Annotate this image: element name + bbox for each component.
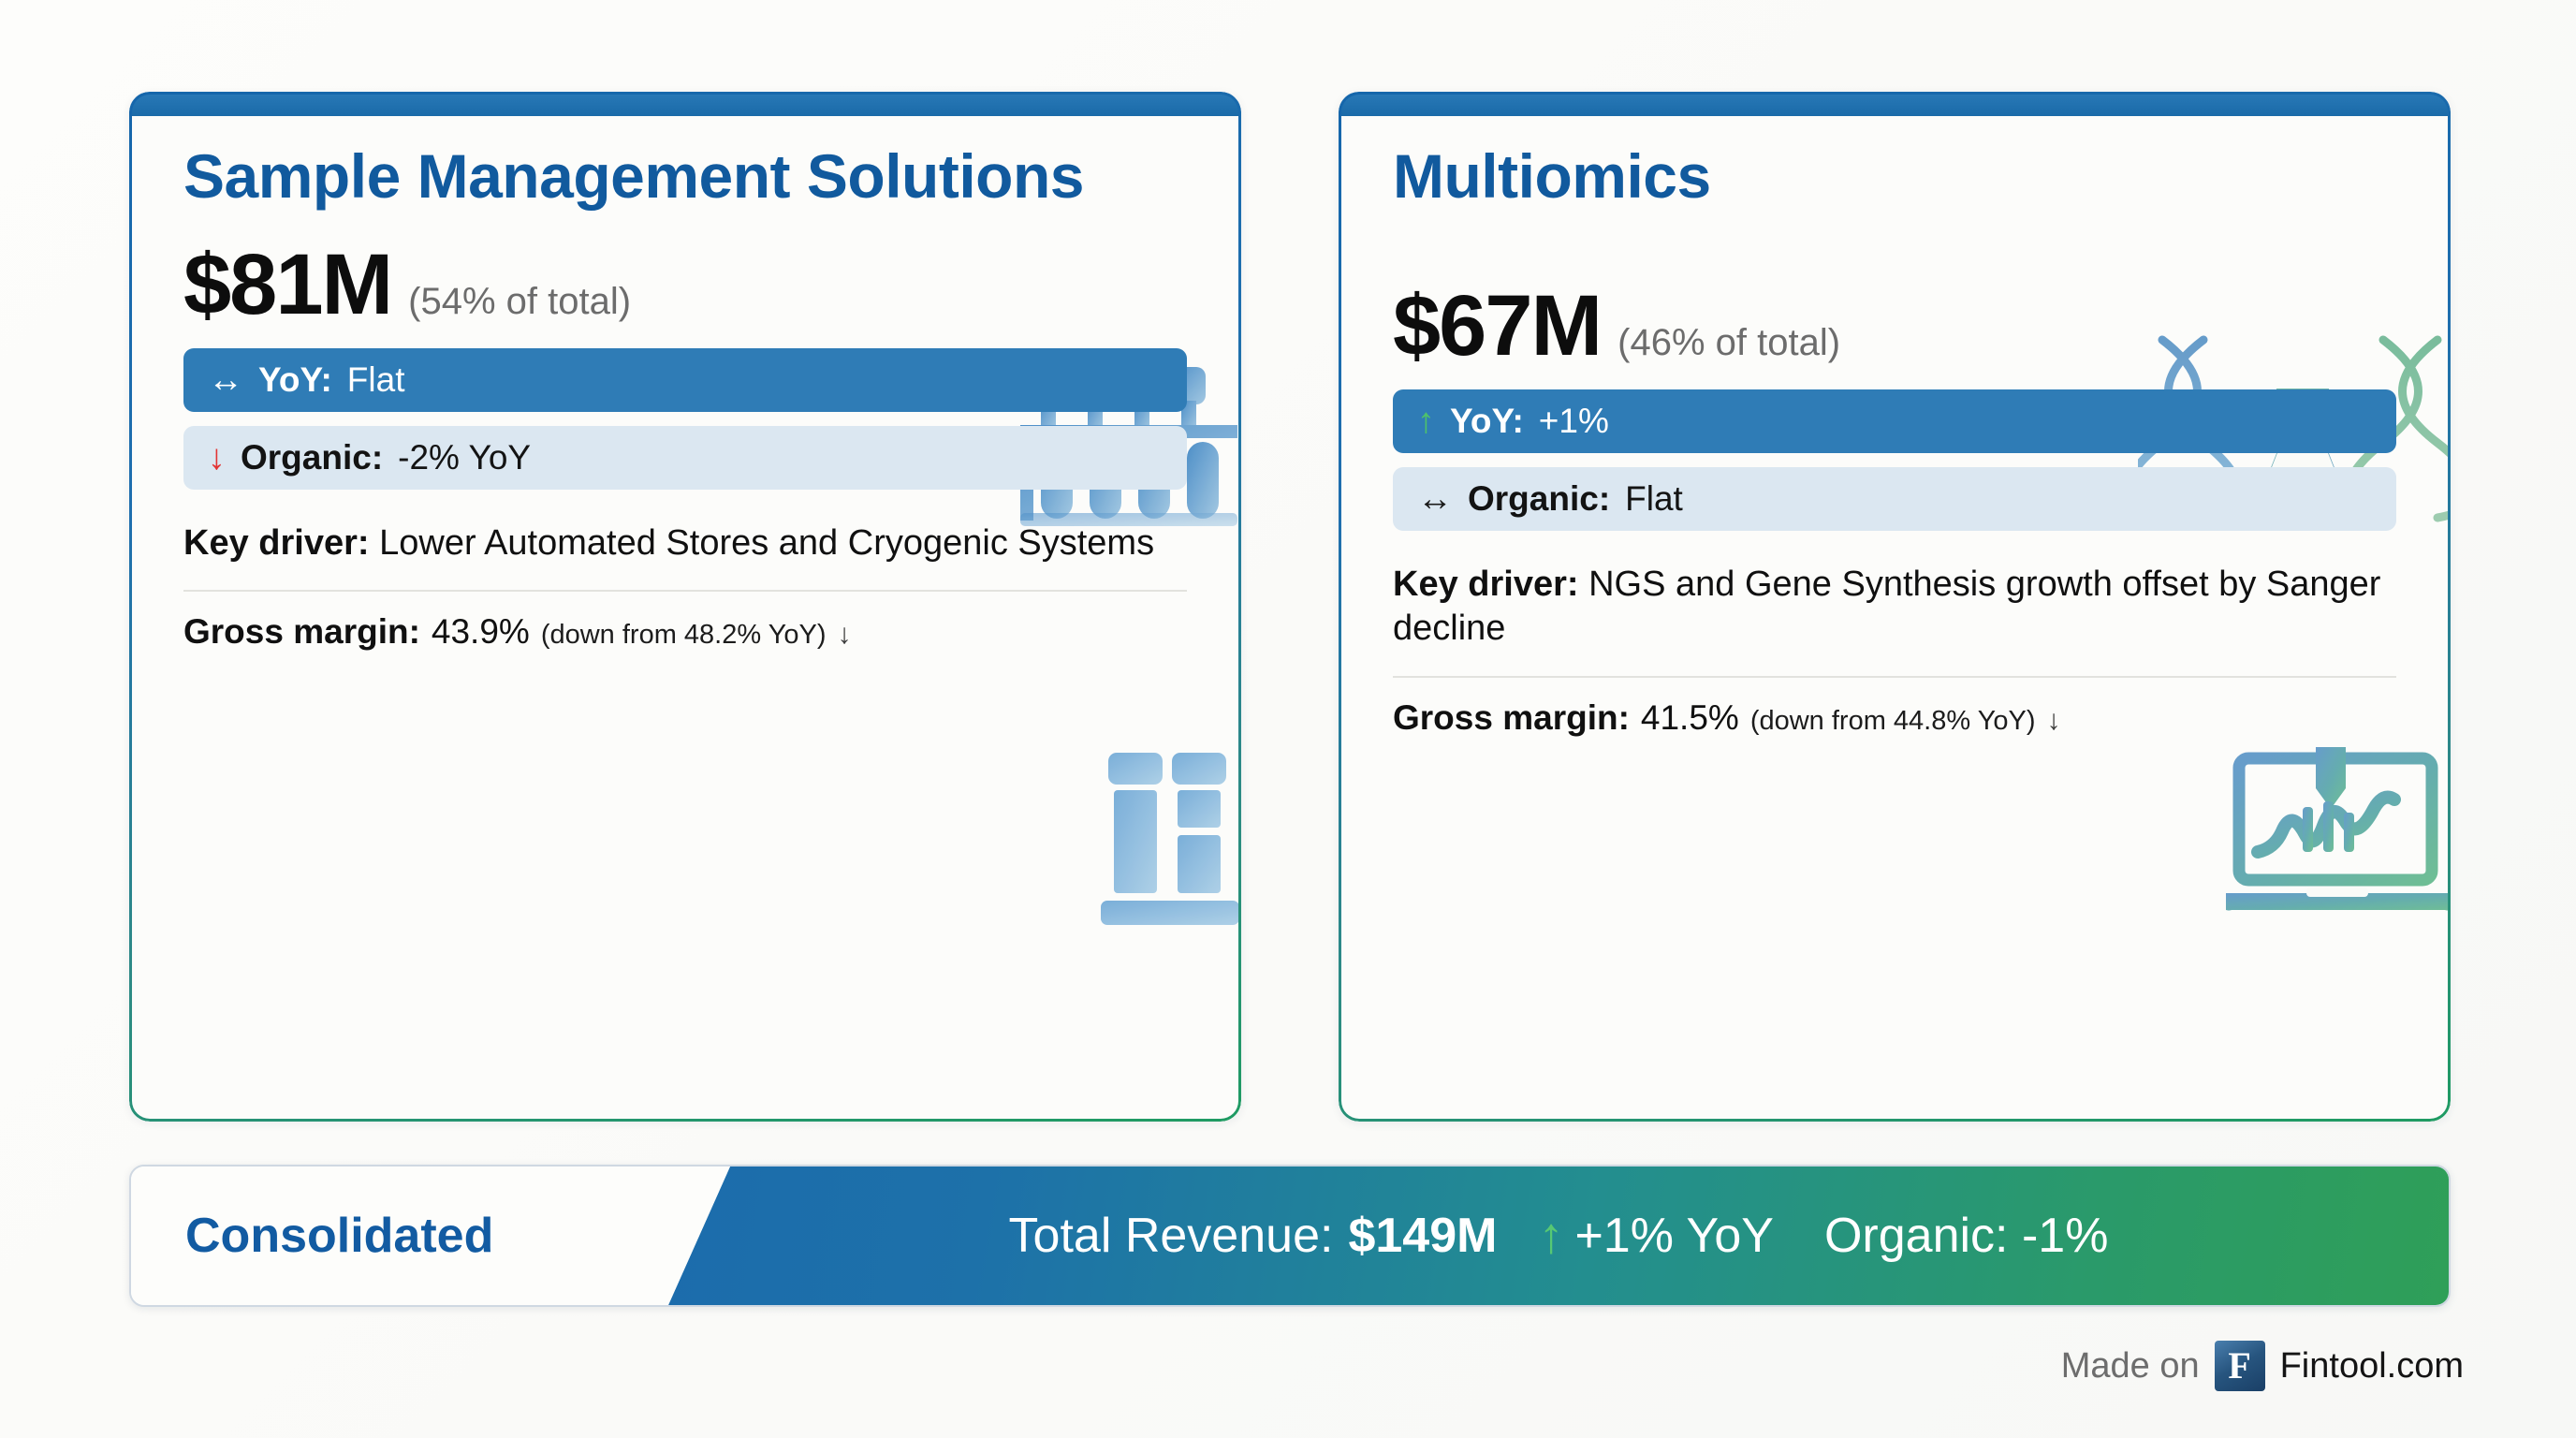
consolidated-organic: Organic: -1% [1823, 1209, 2109, 1263]
yoy-badge: ↔ YoY: Flat [183, 347, 1187, 412]
down-arrow-icon: ↓ [837, 619, 852, 651]
segment-card-sample-management: Sample Management Solutions $81M (54% of… [129, 92, 1241, 1122]
segment-card-multiomics: Multiomics $67M (46% of total) ↑ YoY: +1… [1339, 92, 2451, 1122]
yoy-badge: ↑ YoY: +1% [1393, 389, 2396, 453]
total-revenue-group: Total Revenue: $149M [1009, 1208, 1498, 1264]
footer-attribution: Made on F Fintool.com [2061, 1341, 2464, 1391]
key-driver-text: NGS and Gene Synthesis growth offset by … [1393, 564, 2381, 649]
card-accent-bar [1339, 92, 2451, 116]
down-arrow-icon: ↓ [2046, 704, 2061, 736]
consolidated-yoy: +1% YoY [1574, 1209, 1774, 1263]
segment-cards-row: Sample Management Solutions $81M (54% of… [129, 92, 2451, 1122]
consolidated-label: Consolidated [131, 1167, 730, 1305]
organic-value: -2% YoY [398, 437, 532, 477]
yoy-label: YoY: [1450, 401, 1524, 440]
total-revenue-label: Total Revenue: [1008, 1209, 1334, 1263]
fintool-logo-icon: F [2214, 1341, 2265, 1391]
yoy-label: YoY: [258, 360, 332, 399]
consolidated-metrics: Total Revenue: $149M ↑ +1% YoY Organic: … [668, 1167, 2449, 1305]
made-on-label: Made on [2060, 1345, 2200, 1386]
key-driver-text: Lower Automated Stores and Cryogenic Sys… [379, 522, 1155, 563]
flat-arrow-icon: ↔ [1417, 478, 1453, 519]
key-driver: Key driver: NGS and Gene Synthesis growt… [1393, 563, 2396, 652]
divider [1393, 675, 2396, 678]
up-arrow-icon: ↑ [1417, 401, 1435, 441]
gross-margin-value: 43.9% [431, 612, 530, 652]
down-arrow-icon: ↓ [208, 437, 226, 477]
organic-badge: ↔ Organic: Flat [1393, 466, 2396, 531]
revenue-share: (54% of total) [408, 280, 632, 322]
card-content: Sample Management Solutions $81M (54% of… [129, 92, 1241, 1122]
gross-margin-note: (down from 48.2% YoY) [540, 620, 827, 651]
card-accent-bar [129, 92, 1241, 116]
up-arrow-icon: ↑ [1538, 1208, 1564, 1264]
organic-label: Organic: [1468, 478, 1611, 518]
card-content: Multiomics $67M (46% of total) ↑ YoY: +1… [1339, 92, 2451, 1122]
revenue-share: (46% of total) [1617, 321, 1841, 363]
key-driver-label: Key driver: [1393, 564, 1579, 604]
consolidated-summary-bar: Consolidated Total Revenue: $149M ↑ +1% … [129, 1165, 2451, 1307]
revenue-row: $81M (54% of total) [183, 242, 1187, 328]
organic-label: Organic: [241, 437, 384, 477]
flat-arrow-icon: ↔ [208, 360, 243, 400]
organic-badge: ↓ Organic: -2% YoY [183, 425, 1187, 490]
organic-value: Flat [1625, 478, 1683, 518]
gross-margin-label: Gross margin: [183, 612, 420, 652]
yoy-value: +1% [1538, 401, 1609, 440]
card-title: Sample Management Solutions [183, 141, 1085, 211]
revenue-value: $67M [1393, 277, 1603, 374]
key-driver-label: Key driver: [183, 522, 370, 563]
revenue-value: $81M [183, 236, 393, 332]
yoy-value: Flat [346, 360, 405, 399]
brand-name: Fintool.com [2279, 1345, 2464, 1386]
key-driver: Key driver: Lower Automated Stores and C… [183, 521, 1187, 566]
divider [183, 590, 1187, 593]
total-revenue-value: $149M [1348, 1209, 1498, 1263]
card-title: Multiomics [1393, 141, 1711, 211]
gross-margin-row: Gross margin: 43.9% (down from 48.2% YoY… [183, 612, 1187, 652]
gross-margin-row: Gross margin: 41.5% (down from 44.8% YoY… [1393, 698, 2396, 738]
revenue-row: $67M (46% of total) [1393, 283, 2396, 369]
gross-margin-note: (down from 44.8% YoY) [1749, 705, 2036, 736]
gross-margin-label: Gross margin: [1393, 697, 1630, 737]
gross-margin-value: 41.5% [1640, 697, 1739, 737]
